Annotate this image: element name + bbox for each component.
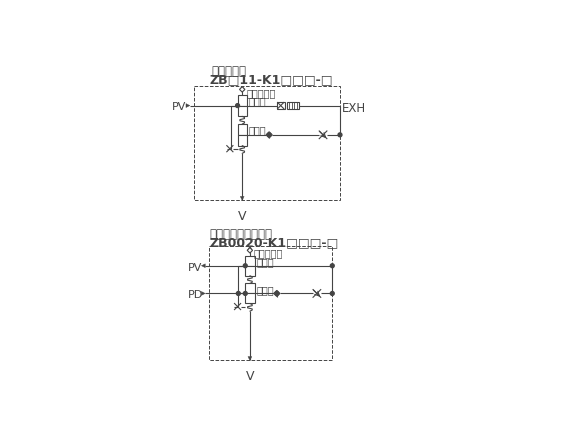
Polygon shape xyxy=(201,264,205,267)
Polygon shape xyxy=(248,246,252,250)
Bar xyxy=(238,95,247,106)
Circle shape xyxy=(267,133,271,137)
Bar xyxy=(194,87,340,200)
Text: 破壊弁: 破壊弁 xyxy=(256,285,273,295)
Circle shape xyxy=(338,133,342,137)
Bar xyxy=(287,102,299,109)
Text: V: V xyxy=(245,370,254,383)
Circle shape xyxy=(275,291,279,295)
Bar xyxy=(277,102,285,109)
Bar xyxy=(238,106,247,116)
Text: EXH: EXH xyxy=(342,102,367,115)
Text: 供給弁: 供給弁 xyxy=(248,96,266,106)
Polygon shape xyxy=(274,290,280,297)
Polygon shape xyxy=(266,132,272,138)
Text: 供給弁: 供給弁 xyxy=(256,257,273,267)
Bar xyxy=(245,256,255,266)
Circle shape xyxy=(243,264,247,267)
Text: PV: PV xyxy=(188,263,202,273)
Polygon shape xyxy=(240,196,244,200)
Polygon shape xyxy=(186,104,190,108)
Polygon shape xyxy=(248,357,252,361)
Text: 大気開放口: 大気開放口 xyxy=(254,248,283,258)
Polygon shape xyxy=(240,87,245,92)
Bar xyxy=(245,266,255,276)
Bar xyxy=(245,284,255,294)
Circle shape xyxy=(237,291,240,295)
Text: 破壊弁: 破壊弁 xyxy=(248,125,266,135)
Bar xyxy=(238,124,247,135)
Polygon shape xyxy=(247,248,252,253)
Polygon shape xyxy=(240,87,244,90)
Bar xyxy=(245,294,255,303)
Text: ZB□11-K1□□□-□: ZB□11-K1□□□-□ xyxy=(210,73,333,86)
Text: PD: PD xyxy=(188,290,203,300)
Bar xyxy=(209,246,332,361)
Circle shape xyxy=(331,264,334,267)
Circle shape xyxy=(236,104,240,108)
Circle shape xyxy=(243,291,247,295)
Circle shape xyxy=(331,291,334,295)
Polygon shape xyxy=(201,291,205,295)
Text: PV: PV xyxy=(172,103,187,112)
Text: 大気開放口: 大気開放口 xyxy=(246,89,275,99)
Text: V: V xyxy=(238,209,247,222)
Bar xyxy=(238,135,247,146)
Text: 真空ポンプシステム: 真空ポンプシステム xyxy=(210,228,273,241)
Text: エジェクタ: エジェクタ xyxy=(212,65,247,78)
Text: ZB0020-K1□□□-□: ZB0020-K1□□□-□ xyxy=(210,236,339,250)
